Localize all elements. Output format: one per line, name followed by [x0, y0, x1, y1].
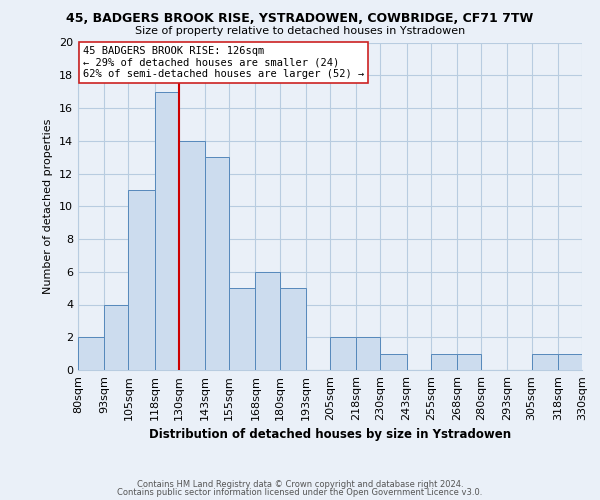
- Text: Contains public sector information licensed under the Open Government Licence v3: Contains public sector information licen…: [118, 488, 482, 497]
- Bar: [229, 288, 256, 370]
- Bar: [256, 272, 280, 370]
- X-axis label: Distribution of detached houses by size in Ystradowen: Distribution of detached houses by size …: [149, 428, 511, 441]
- Bar: [78, 337, 104, 370]
- Bar: [356, 337, 380, 370]
- Bar: [457, 354, 481, 370]
- Bar: [104, 304, 128, 370]
- Bar: [380, 354, 407, 370]
- Bar: [280, 288, 306, 370]
- Text: 45, BADGERS BROOK RISE, YSTRADOWEN, COWBRIDGE, CF71 7TW: 45, BADGERS BROOK RISE, YSTRADOWEN, COWB…: [67, 12, 533, 26]
- Bar: [205, 157, 229, 370]
- Bar: [128, 190, 155, 370]
- Bar: [532, 354, 558, 370]
- Bar: [558, 354, 582, 370]
- Bar: [179, 141, 205, 370]
- Y-axis label: Number of detached properties: Number of detached properties: [43, 118, 53, 294]
- Bar: [155, 92, 179, 370]
- Text: Contains HM Land Registry data © Crown copyright and database right 2024.: Contains HM Land Registry data © Crown c…: [137, 480, 463, 489]
- Text: 45 BADGERS BROOK RISE: 126sqm
← 29% of detached houses are smaller (24)
62% of s: 45 BADGERS BROOK RISE: 126sqm ← 29% of d…: [83, 46, 364, 79]
- Text: Size of property relative to detached houses in Ystradowen: Size of property relative to detached ho…: [135, 26, 465, 36]
- Bar: [431, 354, 457, 370]
- Bar: [330, 337, 356, 370]
